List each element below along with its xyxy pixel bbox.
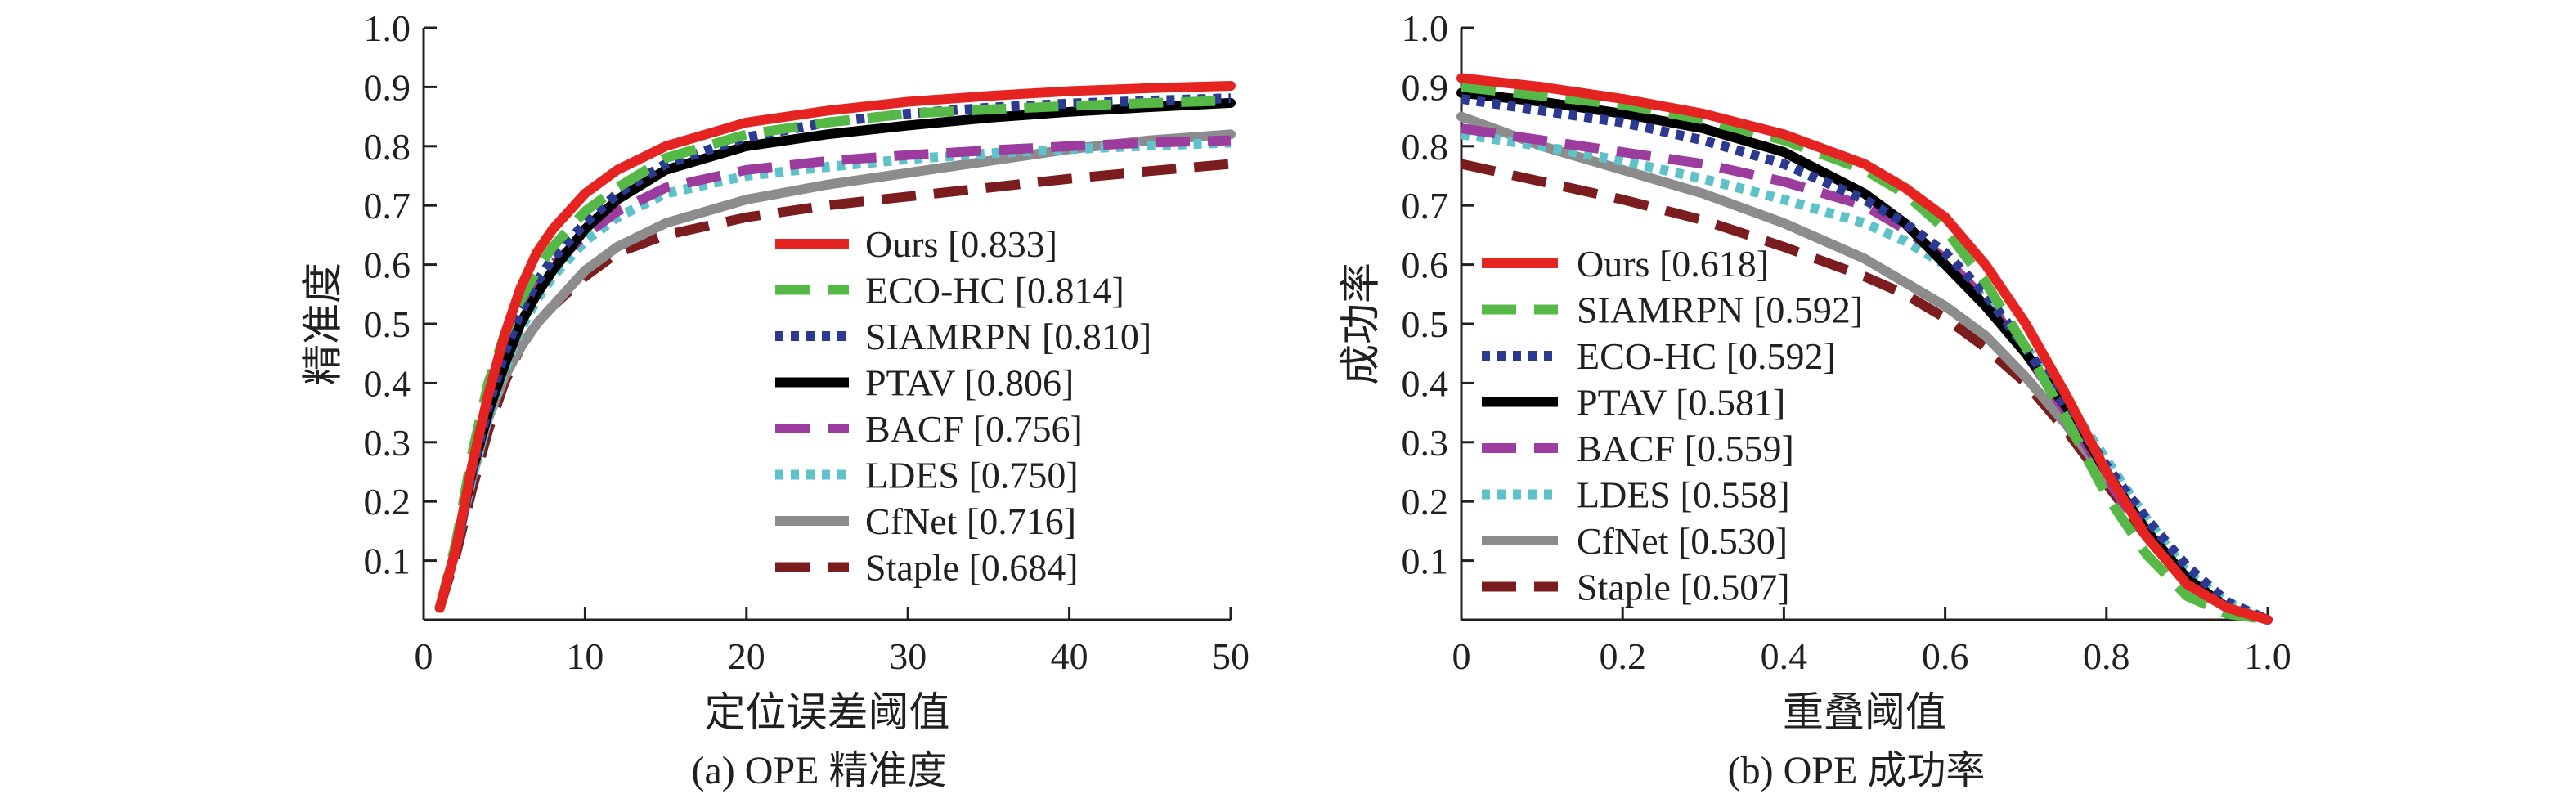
y-axis-title: 精准度 xyxy=(299,262,345,385)
legend-label: ECO-HC [0.592] xyxy=(1577,335,1836,377)
x-tick-label: 50 xyxy=(1212,635,1250,677)
legend-label: LDES [0.558] xyxy=(1577,474,1790,516)
y-tick-label: 0.6 xyxy=(1402,244,1449,286)
x-tick-label: 0.8 xyxy=(2083,635,2130,677)
series-group xyxy=(1456,73,2273,625)
legend-label: SIAMRPN [0.810] xyxy=(865,316,1151,357)
legend-label: BACF [0.756] xyxy=(865,408,1083,450)
x-tick-label: 1.0 xyxy=(2244,635,2291,677)
y-tick-label: 0.6 xyxy=(364,244,411,286)
legend-label: Ours [0.618] xyxy=(1577,243,1769,285)
legend-label: BACF [0.559] xyxy=(1577,428,1794,469)
y-tick-label: 0.5 xyxy=(1402,303,1449,345)
figure-caption: (b) OPE 成功率 xyxy=(1728,749,1986,792)
legend-label: Staple [0.507] xyxy=(1577,567,1790,608)
x-tick-label: 0.4 xyxy=(1761,635,1808,677)
y-axis-title: 成功率 xyxy=(1337,262,1383,385)
y-tick-label: 0.9 xyxy=(364,66,411,108)
x-tick-label: 40 xyxy=(1051,635,1088,677)
legend-label: SIAMRPN [0.592] xyxy=(1577,289,1863,331)
x-tick-label: 0.6 xyxy=(1922,635,1969,677)
precision-panel: 0.1 0.2 0.3 0.4 0.5 0.6 0.7 0.8 0.9 1.0 0 10 20 30 40 5… xyxy=(299,7,1250,792)
x-tick-label: 10 xyxy=(566,635,604,677)
y-tick-label: 1.0 xyxy=(364,7,411,49)
legend: Ours [0.833] ECO-HC [0.814]SIAMRPN [0.810… xyxy=(775,223,1151,589)
y-tick-label: 0.2 xyxy=(1402,481,1449,523)
x-tick-label: 20 xyxy=(728,635,765,677)
y-tick-label: 0.4 xyxy=(1402,362,1449,404)
x-tick-label: 0 xyxy=(1452,635,1471,677)
legend-label: PTAV [0.806] xyxy=(865,362,1074,404)
y-tick-label: 0.1 xyxy=(364,541,411,582)
y-tick-label: 0.9 xyxy=(1402,66,1449,108)
y-tick-label: 0.8 xyxy=(364,126,411,168)
x-tick-label: 30 xyxy=(889,635,927,677)
y-tick-label: 0.7 xyxy=(1402,185,1449,227)
y-tick-label: 0.2 xyxy=(364,481,411,523)
x-axis-title: 定位误差阈值 xyxy=(705,689,950,735)
series-group xyxy=(434,81,1236,613)
y-tick-label: 0.3 xyxy=(1402,422,1449,464)
x-tick-label: 0.2 xyxy=(1599,635,1646,677)
y-tick-label: 0.5 xyxy=(364,303,411,345)
y-tick-label: 0.3 xyxy=(364,422,411,464)
series-line-eco-hc xyxy=(1461,93,2270,625)
legend-label: LDES [0.750] xyxy=(865,455,1079,496)
x-tick-label: 0 xyxy=(415,635,433,677)
figure-caption: (a) OPE 精准度 xyxy=(692,749,947,792)
legend-label: Staple [0.684] xyxy=(865,547,1079,589)
legend-label: CfNet [0.716] xyxy=(865,500,1076,542)
y-tick-label: 0.7 xyxy=(364,185,411,227)
y-tick-label: 0.4 xyxy=(364,362,411,404)
series-line-ours xyxy=(434,81,1236,613)
legend-label: PTAV [0.581] xyxy=(1577,382,1785,424)
legend-label: ECO-HC [0.814] xyxy=(865,270,1124,312)
y-tick-label: 0.1 xyxy=(1402,541,1449,582)
x-axis-title: 重叠阈值 xyxy=(1783,689,1946,735)
series-line-siamrpn xyxy=(1461,82,2269,625)
y-tick-label: 1.0 xyxy=(1402,7,1449,49)
legend: Ours [0.618]SIAMRPN [0.592]ECO-HC [0.592… xyxy=(1482,243,1863,608)
y-tick-label: 0.8 xyxy=(1402,126,1449,168)
success-panel: 0.1 0.2 0.3 0.4 0.5 0.6 0.7 0.8 0.9 1.0 0 0.2 0.4 0.6… xyxy=(1337,7,2291,792)
legend-label: CfNet [0.530] xyxy=(1577,520,1788,562)
series-line-ours xyxy=(1456,73,2273,625)
legend-label: Ours [0.833] xyxy=(865,223,1057,265)
